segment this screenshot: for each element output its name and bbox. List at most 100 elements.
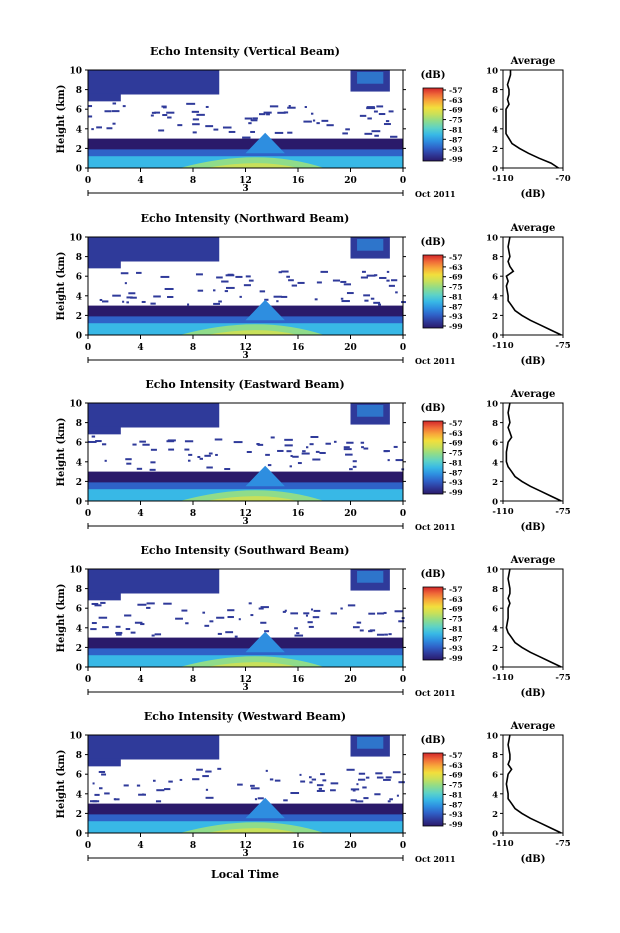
echo-speckle (294, 627, 298, 630)
echo-core-peak (206, 496, 298, 501)
y-tick-label: 0 (76, 498, 82, 508)
echo-speckle (264, 298, 269, 301)
echo-speckle (120, 272, 129, 275)
echo-speckle (333, 440, 337, 443)
x-tick-label: 20 (344, 509, 357, 519)
echo-speckle (297, 462, 302, 465)
colorbar-tick-label: -93 (449, 644, 463, 653)
echo-speckle (330, 789, 336, 792)
echo-speckle (150, 114, 154, 117)
colorbar-tick-label: -93 (449, 145, 463, 154)
profile-title: Average (510, 555, 556, 566)
profile-y-tick-label: 4 (492, 624, 498, 634)
echo-speckle (359, 629, 364, 632)
echo-speckle (376, 776, 384, 779)
profile-y-tick-label: 8 (492, 751, 498, 761)
echo-speckle (202, 611, 206, 614)
echo-speckle (104, 459, 107, 462)
echo-speckle (136, 467, 143, 470)
echo-speckle (376, 105, 384, 108)
colorbar-tick-label: -81 (449, 292, 463, 301)
y-tick-label: 10 (69, 67, 82, 77)
colorbar (422, 420, 444, 495)
echo-speckle (393, 445, 398, 448)
echo-speckle (369, 629, 376, 632)
x-tick-label: 12 (239, 343, 252, 353)
echo-core-peak (206, 163, 298, 168)
echo-speckle (287, 106, 296, 109)
echo-speckle (181, 609, 188, 612)
echo-speckle (276, 300, 279, 303)
echo-speckle (150, 448, 157, 451)
echo-speckle (204, 454, 211, 457)
x-tick-label: 12 (239, 841, 252, 851)
profile-frame (502, 568, 564, 668)
echo-speckle (101, 443, 107, 446)
colorbar-tick-label: -57 (449, 419, 463, 428)
echo-speckle (162, 114, 168, 117)
x-tick-label: 8 (190, 675, 196, 685)
echo-speckle (376, 633, 385, 636)
echo-speckle (366, 106, 375, 109)
echo-speckle (291, 284, 298, 287)
profile-line (505, 734, 562, 834)
heatmap (88, 735, 405, 833)
echo-speckle (342, 132, 348, 135)
echo-speckle (365, 776, 370, 779)
echo-speckle (373, 110, 378, 113)
echo-speckle (123, 784, 129, 787)
echo-speckle (146, 606, 151, 609)
x-tick-label: 0 (400, 841, 406, 851)
x-tick-label: 12 (239, 509, 252, 519)
profile-y-tick-label: 6 (492, 439, 498, 449)
echo-speckle (340, 280, 347, 283)
x-tick-label: 0 (400, 675, 406, 685)
echo-speckle (168, 780, 173, 783)
x-tick-label: 4 (137, 176, 143, 186)
echo-speckle (349, 468, 353, 471)
profile-y-tick-label: 8 (492, 253, 498, 263)
y-tick-label: 8 (76, 585, 82, 595)
echo-speckle (287, 131, 293, 134)
panel-title: Echo Intensity (Southward Beam) (141, 544, 350, 557)
x-tick-label: 4 (137, 509, 143, 519)
echo-speckle (364, 299, 369, 302)
y-axis-label: Height (km) (56, 85, 67, 154)
echo-speckle (150, 461, 156, 464)
echo-speckle (88, 115, 93, 118)
profile-y-tick-label: 6 (492, 106, 498, 116)
profile-title: Average (510, 56, 556, 67)
echo-speckle (225, 286, 235, 289)
profile-x-tick-label: -110 (492, 341, 513, 351)
profile-x-tick-label: -75 (555, 507, 570, 517)
echo-speckle (122, 105, 126, 108)
profile-y-tick-label: 4 (492, 458, 498, 468)
echo-speckle (88, 105, 93, 108)
echo-speckle (362, 786, 367, 789)
echo-plume (245, 797, 285, 819)
echo-plume (245, 631, 285, 653)
echo-speckle (350, 788, 360, 791)
profile-y-tick-label: 0 (492, 664, 498, 674)
echo-speckle (283, 799, 288, 802)
echo-speckle (395, 459, 403, 462)
echo-speckle (115, 625, 121, 628)
echo-speckle (385, 776, 392, 779)
echo-speckle (94, 793, 100, 796)
colorbar-tick-label: -93 (449, 312, 463, 321)
echo-region (88, 260, 121, 269)
x-tick-label: 0 (85, 343, 91, 353)
echo-speckle (116, 633, 122, 636)
echo-speckle (205, 105, 209, 108)
colorbar-tick-label: -69 (449, 273, 463, 282)
echo-speckle (312, 616, 320, 619)
echo-speckle (184, 448, 190, 451)
echo-plume (245, 132, 285, 154)
y-tick-label: 0 (76, 165, 82, 175)
profile-y-tick-label: 2 (492, 478, 498, 488)
echo-speckle (305, 614, 308, 617)
echo-speckle (360, 276, 368, 279)
echo-speckle (191, 110, 200, 113)
panel-title: Echo Intensity (Vertical Beam) (150, 45, 340, 58)
echo-speckle (343, 446, 350, 449)
